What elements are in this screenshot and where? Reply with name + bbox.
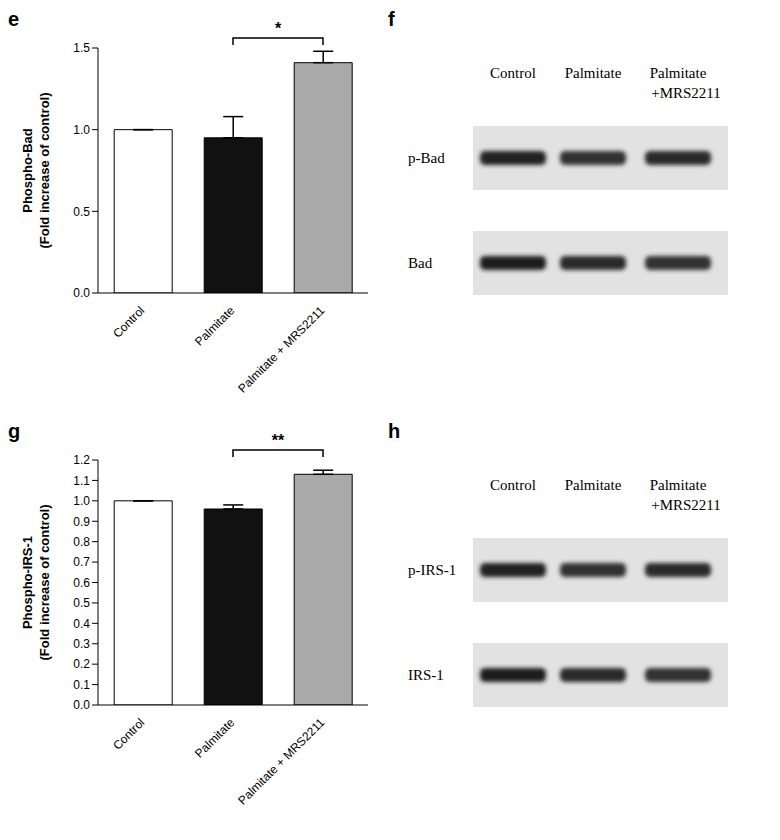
- svg-text:Palmitate: Palmitate: [565, 477, 622, 493]
- svg-text:1.1: 1.1: [73, 474, 90, 488]
- svg-text:+MRS2211: +MRS2211: [651, 85, 721, 101]
- html-text:f: f: [388, 8, 395, 30]
- svg-text:Palmitate: Palmitate: [650, 65, 707, 81]
- svg-text:0.5: 0.5: [73, 205, 90, 219]
- svg-text:0.1: 0.1: [73, 678, 90, 692]
- svg-text:0.4: 0.4: [73, 617, 90, 631]
- svg-text:Palmitate: Palmitate: [650, 477, 707, 493]
- svg-text:Bad: Bad: [408, 255, 433, 271]
- html-text:e: e: [8, 8, 20, 30]
- svg-text:Control: Control: [110, 303, 147, 340]
- svg-text:0.0: 0.0: [73, 698, 90, 712]
- html-text:h: h: [388, 420, 401, 442]
- svg-text:Palmitate + MRS2211: Palmitate + MRS2211: [235, 303, 327, 395]
- svg-text:Phospho-Bad: Phospho-Bad: [20, 128, 35, 213]
- svg-text:p-IRS-1: p-IRS-1: [408, 562, 456, 578]
- svg-text:Palmitate: Palmitate: [192, 715, 238, 761]
- svg-text:Control: Control: [490, 477, 536, 493]
- svg-text:Palmitate: Palmitate: [192, 303, 238, 349]
- html-text:g: g: [8, 420, 21, 442]
- svg-text:Phospho-IRS-1: Phospho-IRS-1: [20, 536, 35, 629]
- svg-text:1.5: 1.5: [73, 41, 90, 55]
- svg-text:Palmitate + MRS2211: Palmitate + MRS2211: [235, 715, 327, 807]
- svg-text:*: *: [275, 20, 282, 37]
- svg-text:0.0: 0.0: [73, 286, 90, 300]
- svg-text:+MRS2211: +MRS2211: [651, 497, 721, 513]
- svg-text:0.6: 0.6: [73, 576, 90, 590]
- svg-text:0.9: 0.9: [73, 515, 90, 529]
- svg-text:1.0: 1.0: [73, 123, 90, 137]
- svg-text:Control: Control: [110, 715, 147, 752]
- svg-text:(Fold increase of control): (Fold increase of control): [37, 504, 52, 660]
- svg-text:0.5: 0.5: [73, 596, 90, 610]
- svg-text:**: **: [272, 432, 285, 449]
- svg-text:1.2: 1.2: [73, 453, 90, 467]
- svg-text:1.0: 1.0: [73, 494, 90, 508]
- svg-text:(Fold increase of control): (Fold increase of control): [37, 92, 52, 248]
- svg-text:Palmitate: Palmitate: [565, 65, 622, 81]
- svg-text:IRS-1: IRS-1: [408, 667, 444, 683]
- svg-text:0.8: 0.8: [73, 535, 90, 549]
- svg-text:0.7: 0.7: [73, 555, 90, 569]
- svg-text:0.3: 0.3: [73, 637, 90, 651]
- svg-text:Control: Control: [490, 65, 536, 81]
- svg-text:p-Bad: p-Bad: [408, 150, 445, 166]
- svg-text:0.2: 0.2: [73, 657, 90, 671]
